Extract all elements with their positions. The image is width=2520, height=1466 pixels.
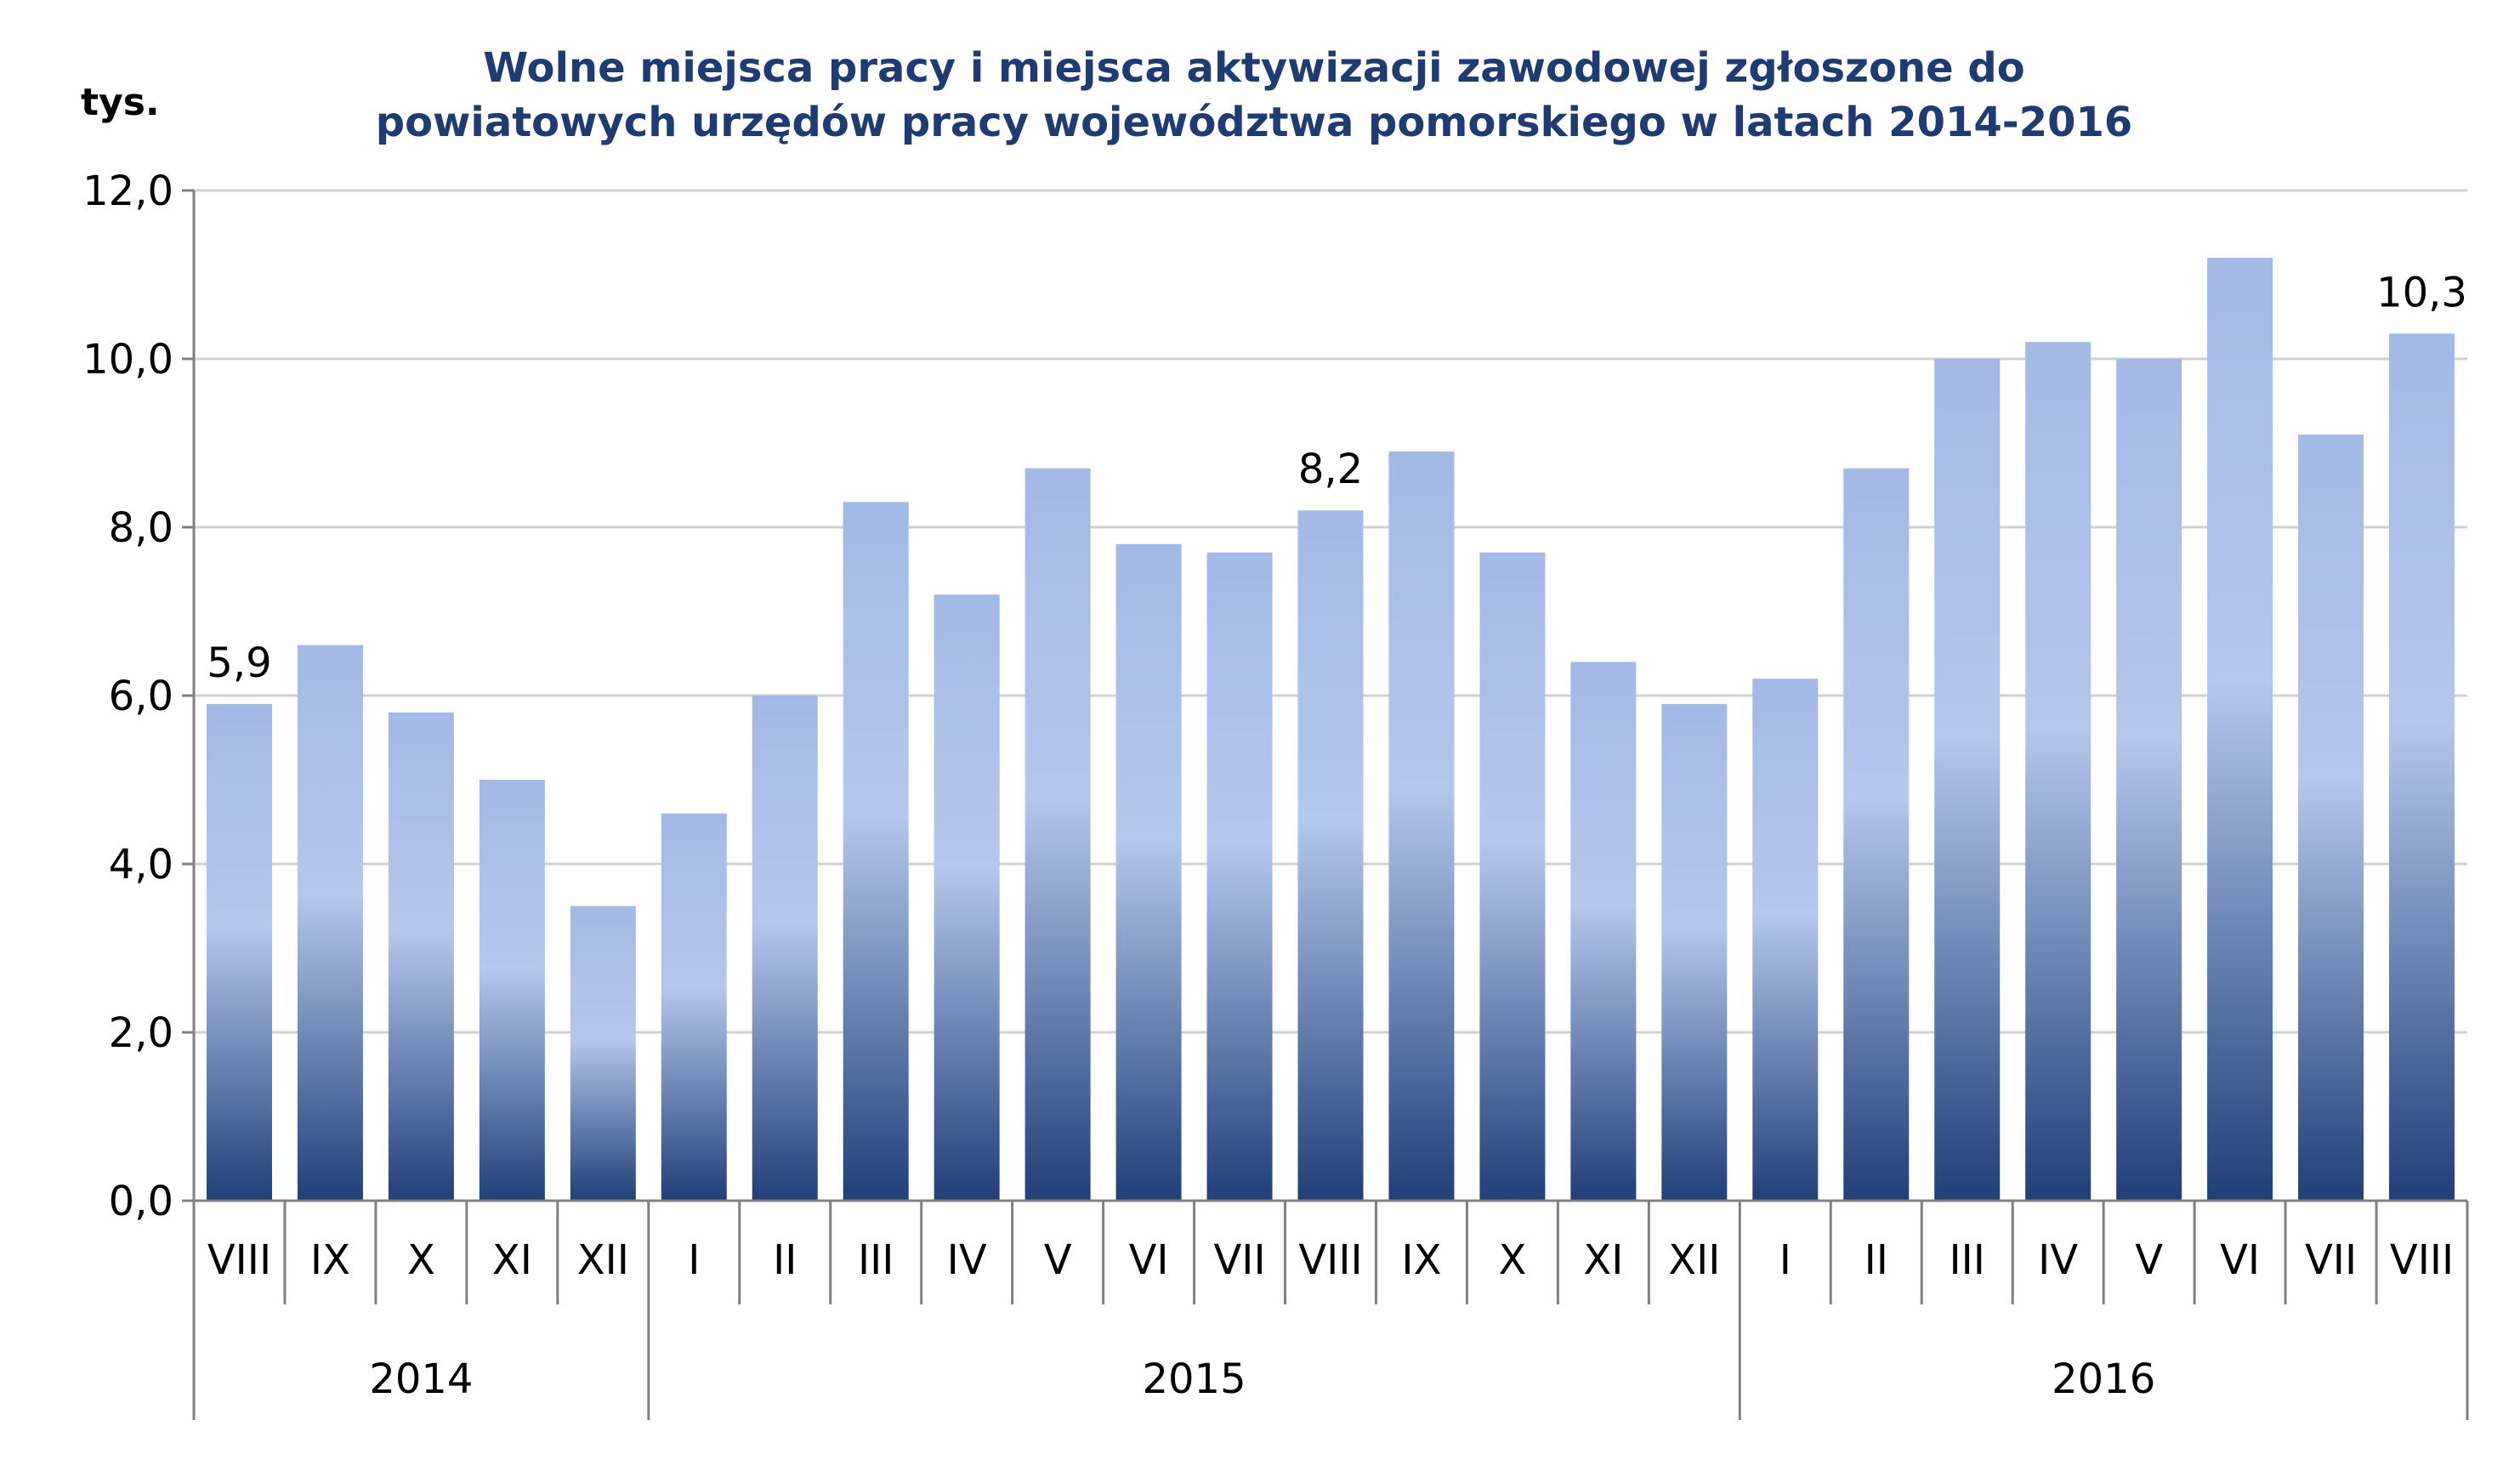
data-label: 8,2 — [1298, 446, 1363, 493]
y-axis-unit-label: tys. — [81, 81, 160, 124]
category-label: VI — [2220, 1236, 2260, 1284]
bar — [2298, 435, 2364, 1202]
y-tick-label: 2,0 — [109, 1009, 173, 1057]
category-label: V — [2135, 1236, 2163, 1284]
bar — [1297, 510, 1364, 1201]
y-tick-label: 4,0 — [109, 841, 173, 889]
category-label: VII — [2305, 1236, 2357, 1284]
axes — [182, 189, 2469, 1420]
chart-title-line-2: powiatowych urzędów pracy województwa po… — [375, 99, 2133, 146]
y-tick-label: 10,0 — [82, 336, 173, 384]
bar — [2389, 333, 2455, 1201]
category-label: XI — [492, 1236, 532, 1284]
y-tick-label: 0,0 — [109, 1178, 173, 1225]
category-label: X — [407, 1236, 435, 1284]
chart-title-line-1: Wolne miejsca pracy i miejsca aktywizacj… — [483, 44, 2025, 92]
bar — [297, 645, 363, 1201]
bar — [1934, 359, 2001, 1201]
bar — [1752, 679, 1819, 1201]
bar — [1388, 451, 1455, 1201]
category-label: VIII — [1298, 1236, 1362, 1284]
category-label: II — [1864, 1236, 1888, 1284]
category-label: I — [688, 1236, 700, 1284]
bar — [661, 813, 727, 1201]
category-label: IX — [310, 1236, 350, 1284]
bar — [2207, 258, 2273, 1202]
y-tick-label: 6,0 — [109, 673, 173, 720]
y-tick-label: 12,0 — [82, 168, 173, 215]
category-label: XI — [1583, 1236, 1623, 1284]
category-label: XII — [1668, 1236, 1720, 1284]
bar — [1843, 468, 1910, 1201]
bar — [752, 696, 818, 1201]
bar — [1206, 552, 1273, 1201]
category-label: X — [1498, 1236, 1526, 1284]
category-label: IX — [1401, 1236, 1441, 1284]
bar — [1570, 662, 1637, 1201]
category-label: IV — [947, 1236, 987, 1284]
category-label: III — [858, 1236, 894, 1284]
category-label: I — [1779, 1236, 1791, 1284]
bar — [570, 906, 636, 1201]
y-tick-label: 8,0 — [109, 504, 173, 552]
year-label: 2016 — [2052, 1355, 2155, 1403]
bar — [1661, 703, 1728, 1201]
bar — [206, 703, 272, 1201]
year-label: 2014 — [369, 1355, 473, 1403]
category-label: V — [1044, 1236, 1072, 1284]
category-label: VI — [1129, 1236, 1169, 1284]
bar — [2025, 342, 2091, 1201]
category-label: IV — [2038, 1236, 2078, 1284]
category-label: II — [773, 1236, 797, 1284]
category-label: VIII — [2390, 1236, 2454, 1284]
bar — [388, 712, 454, 1201]
bar — [934, 594, 1000, 1201]
category-label: VIII — [207, 1236, 271, 1284]
year-label: 2015 — [1142, 1355, 1246, 1403]
data-label: 5,9 — [207, 639, 271, 687]
bar — [1479, 552, 1546, 1201]
category-label: XII — [577, 1236, 629, 1284]
category-label: VII — [1213, 1236, 1265, 1284]
category-label: III — [1949, 1236, 1984, 1284]
bar — [2116, 359, 2182, 1201]
chart-title: Wolne miejsca pracy i miejsca aktywizacj… — [128, 41, 2381, 150]
bar — [479, 780, 545, 1201]
bars — [206, 258, 2455, 1202]
data-label: 10,3 — [2376, 269, 2467, 316]
bar — [1115, 543, 1182, 1201]
bar — [843, 502, 909, 1201]
bar — [1024, 468, 1091, 1201]
